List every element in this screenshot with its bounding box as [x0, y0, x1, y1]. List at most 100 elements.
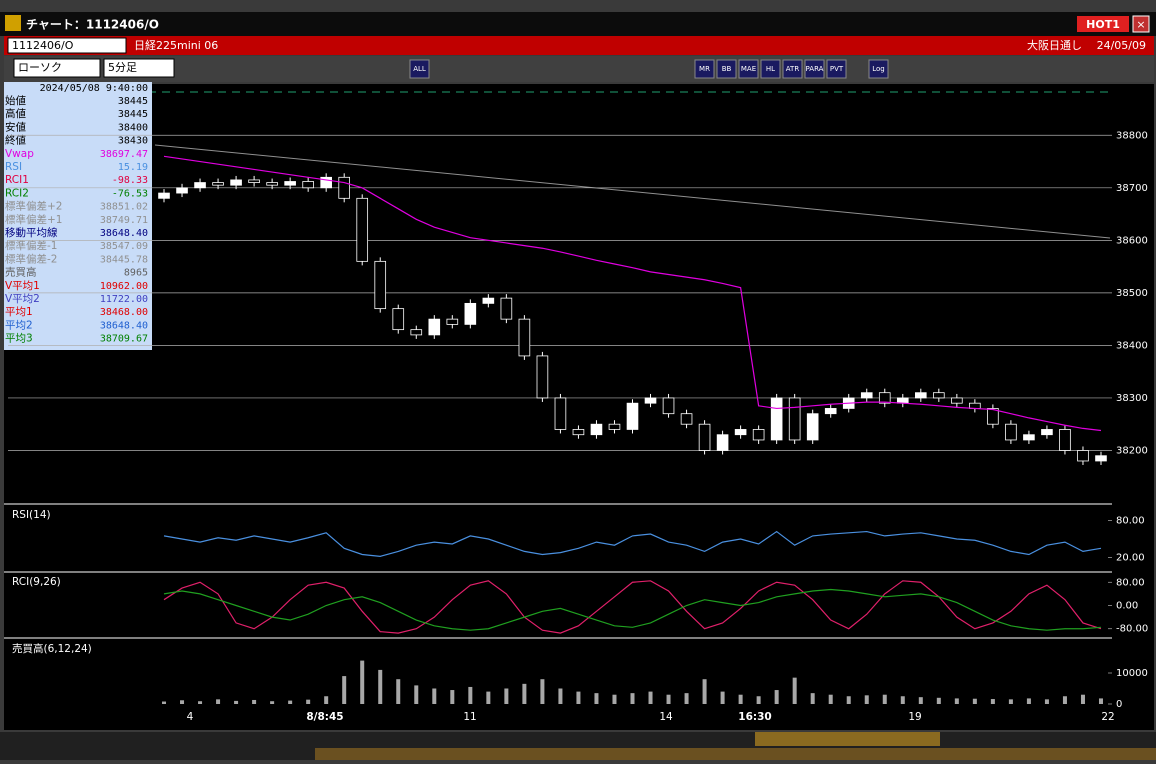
info-label: RCI2 — [5, 187, 29, 199]
candle — [698, 423, 711, 451]
tool-button[interactable] — [868, 59, 889, 79]
volume-bar — [774, 690, 779, 704]
info-value: 38648.40 — [100, 320, 148, 331]
volume-bar — [342, 676, 347, 704]
volume-bar — [630, 693, 635, 704]
info-value: 38445.78 — [100, 254, 148, 265]
candle — [320, 176, 332, 189]
symbol-code[interactable]: 1112406/O — [12, 39, 74, 52]
volume-bar — [918, 697, 923, 704]
info-value: 38697.47 — [100, 149, 148, 160]
chart-type-select[interactable] — [13, 58, 101, 78]
scroll-thumb[interactable] — [755, 732, 940, 746]
candle — [951, 397, 963, 404]
x-tick-label: 16:30 — [738, 711, 771, 723]
volume-bar — [684, 693, 689, 704]
volume-bar — [378, 669, 383, 704]
y-tick-label: 38700 — [1116, 183, 1148, 194]
y-tick-label: 10000 — [1116, 668, 1148, 679]
candle — [1023, 434, 1035, 441]
tool-button-label[interactable]: MAE — [741, 65, 756, 73]
volume-bar — [846, 696, 851, 704]
candle — [230, 179, 242, 186]
tool-button[interactable] — [694, 59, 715, 79]
info-label: 移動平均線 — [5, 226, 58, 239]
tool-button-label[interactable]: BB — [722, 65, 732, 73]
price-axis — [1112, 84, 1154, 706]
title-bar — [0, 12, 1156, 36]
candle — [194, 182, 206, 189]
volume-bar — [594, 693, 599, 704]
tool-button-label[interactable]: ATR — [786, 65, 800, 73]
volume-bar — [666, 694, 671, 704]
candle — [770, 397, 783, 441]
symbol-bar — [4, 36, 1154, 55]
chart-type[interactable]: ローソク — [18, 61, 62, 74]
info-value: 38709.67 — [100, 334, 148, 345]
hot-button[interactable] — [1077, 16, 1129, 32]
info-label: 平均1 — [5, 306, 33, 318]
candle — [554, 397, 567, 430]
info-label: 標準偏差-1 — [5, 239, 57, 252]
tool-button[interactable] — [826, 59, 847, 79]
interval-select[interactable] — [103, 58, 175, 78]
volume-bar — [450, 690, 455, 704]
info-label: 標準偏差-2 — [5, 252, 57, 265]
candle — [933, 392, 945, 399]
symbol-box[interactable] — [7, 37, 127, 54]
y-tick-label: 38200 — [1116, 445, 1148, 456]
y-tick-label: 0.00 — [1116, 601, 1138, 612]
volume-bar — [396, 679, 401, 704]
candle — [176, 187, 188, 194]
info-value: 11722.00 — [100, 294, 148, 305]
tool-button-label[interactable]: ALL — [413, 65, 426, 73]
tool-button-label[interactable]: Log — [872, 65, 885, 73]
tool-button[interactable] — [738, 59, 759, 79]
volume-bar — [270, 701, 275, 704]
info-label: RSI — [5, 161, 22, 173]
info-value: 38851.02 — [100, 202, 148, 213]
x-tick-label: 11 — [463, 711, 476, 723]
tool-button[interactable] — [760, 59, 781, 79]
close-button[interactable] — [1132, 15, 1150, 33]
y-tick-label: -80.00 — [1116, 624, 1148, 635]
info-label: 標準偏差+2 — [5, 200, 62, 213]
x-tick-label: 22 — [1101, 711, 1114, 723]
series-line — [163, 588, 1102, 631]
volume-bar — [720, 691, 725, 704]
volume-bar — [522, 683, 527, 704]
tool-button[interactable] — [782, 59, 803, 79]
candle — [248, 179, 260, 183]
y-tick-label: 38800 — [1116, 130, 1148, 141]
info-label: 売買高 — [5, 266, 37, 279]
volume-bar — [702, 679, 707, 704]
volume-bar — [810, 693, 815, 704]
volume-bar — [954, 698, 959, 704]
candle — [1005, 423, 1017, 441]
volume-bar — [738, 694, 743, 704]
tool-button[interactable] — [409, 59, 430, 79]
scroll-range[interactable] — [315, 748, 1156, 760]
tool-button[interactable] — [804, 59, 825, 79]
hot-label[interactable]: HOT1 — [1086, 18, 1120, 31]
candle — [410, 329, 423, 336]
close-x[interactable]: × — [1136, 18, 1145, 31]
tool-button-label[interactable]: MR — [699, 65, 710, 73]
candle — [644, 397, 657, 404]
candle — [1059, 429, 1071, 451]
candle — [464, 302, 477, 325]
info-label: 高値 — [5, 107, 26, 120]
info-value: -76.53 — [112, 188, 148, 199]
volume-bar — [900, 696, 905, 704]
info-value: 8965 — [124, 268, 148, 279]
tool-button[interactable] — [716, 59, 737, 79]
volume-bar — [558, 688, 563, 704]
tool-button-label[interactable]: HL — [766, 65, 775, 73]
volume-bar — [252, 699, 257, 704]
tool-button-label[interactable]: PARA — [806, 65, 824, 73]
interval[interactable]: 5分足 — [108, 61, 137, 74]
y-tick-label: 38500 — [1116, 288, 1148, 299]
candle — [428, 318, 441, 336]
candle — [987, 408, 999, 425]
tool-button-label[interactable]: PVT — [830, 65, 844, 73]
